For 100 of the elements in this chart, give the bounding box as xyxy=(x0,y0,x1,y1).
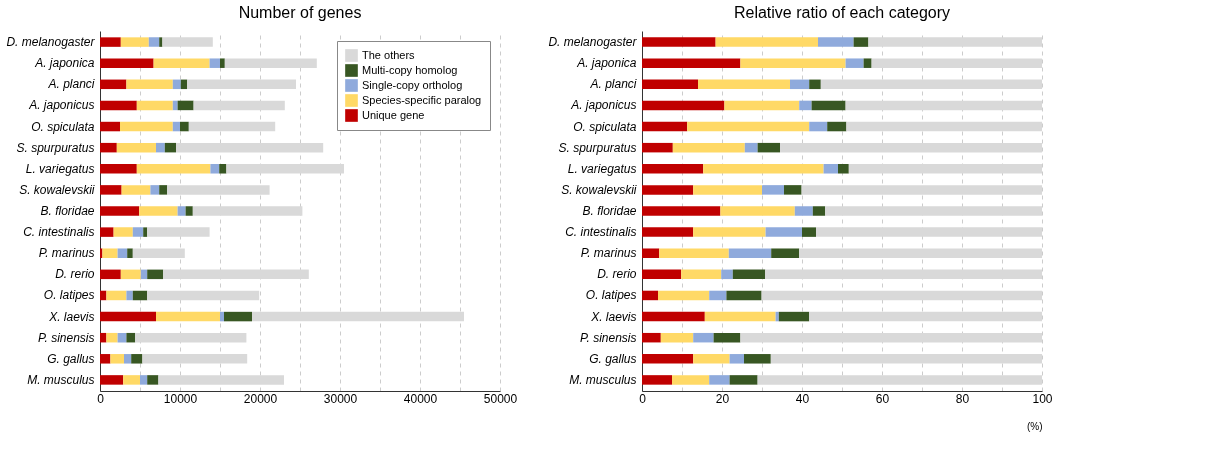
bar xyxy=(809,121,828,132)
bar xyxy=(642,311,705,322)
y-tick-label: L. variegatus xyxy=(25,161,95,176)
y-tick-label: D. melanogaster xyxy=(548,35,638,50)
bar xyxy=(681,269,722,280)
bar xyxy=(106,290,127,301)
bar xyxy=(775,311,779,322)
y-tick-label: O. latipes xyxy=(585,288,637,303)
bar xyxy=(672,375,710,385)
y-tick-label: S. spurpuratus xyxy=(558,140,637,155)
bar xyxy=(185,206,193,216)
bar xyxy=(188,121,276,132)
bar xyxy=(709,375,730,385)
bar xyxy=(720,206,795,216)
bar xyxy=(147,375,159,385)
bar xyxy=(848,164,1042,174)
bar xyxy=(740,332,1042,343)
bar xyxy=(784,185,802,195)
y-tick-label: O. spiculata xyxy=(31,119,95,134)
y-tick-label: D. melanogaster xyxy=(6,35,96,50)
bar xyxy=(642,121,688,132)
bar xyxy=(172,121,180,132)
bar xyxy=(167,185,270,195)
bar xyxy=(120,269,141,280)
bar xyxy=(642,375,672,385)
bar xyxy=(126,332,136,343)
bar xyxy=(180,121,189,132)
bar xyxy=(642,37,716,47)
bar xyxy=(163,269,309,280)
bar xyxy=(100,311,156,322)
legend-label: The others xyxy=(362,48,416,61)
bar xyxy=(224,311,252,322)
bar xyxy=(100,37,121,47)
bar xyxy=(224,58,317,68)
bar xyxy=(693,332,714,343)
bar xyxy=(794,206,813,216)
x-tick-label: 20000 xyxy=(243,391,278,406)
bar xyxy=(226,164,344,174)
bar xyxy=(812,206,826,216)
bar xyxy=(147,290,260,301)
x-tick-label: 50000 xyxy=(483,391,518,406)
bar xyxy=(172,100,178,111)
bar xyxy=(126,290,133,301)
bar xyxy=(642,79,698,90)
y-tick-label: A. japonicus xyxy=(570,98,637,113)
y-tick-label: O. latipes xyxy=(43,288,95,303)
bar xyxy=(704,311,776,322)
bar xyxy=(177,206,186,216)
bar xyxy=(159,37,163,47)
bar xyxy=(823,164,838,174)
bar xyxy=(176,142,324,153)
bar xyxy=(131,354,143,364)
bar xyxy=(693,227,766,237)
bar xyxy=(120,37,149,47)
y-tick-label: A. japonica xyxy=(34,56,95,71)
bar xyxy=(642,164,704,174)
bar xyxy=(827,121,847,132)
bar xyxy=(709,290,727,301)
bar xyxy=(732,269,766,280)
bar xyxy=(846,121,1042,132)
bar xyxy=(210,164,220,174)
bar xyxy=(642,248,660,258)
y-tick-label: X. laevis xyxy=(48,309,95,324)
bar xyxy=(147,269,164,280)
bar xyxy=(744,354,771,364)
y-tick-label: C. intestinalis xyxy=(23,225,95,240)
bar xyxy=(642,185,694,195)
bar xyxy=(147,227,210,237)
bar xyxy=(642,332,661,343)
bar xyxy=(126,79,173,90)
bar xyxy=(100,79,127,90)
x-tick-label: 80 xyxy=(955,391,970,406)
y-tick-label: D. rerio xyxy=(597,267,637,282)
legend-label: Multi-copy homolog xyxy=(362,63,458,76)
bar xyxy=(113,227,133,237)
bar xyxy=(642,100,725,111)
bar xyxy=(148,37,160,47)
chart-title: Relative ratio of each category xyxy=(733,4,951,21)
bar xyxy=(816,227,1042,237)
bar xyxy=(724,100,800,111)
chart-title: Number of genes xyxy=(238,4,362,21)
bar xyxy=(100,206,140,216)
bar xyxy=(642,227,694,237)
bar xyxy=(693,354,730,364)
bar xyxy=(809,79,821,90)
bar xyxy=(771,248,800,258)
y-tick-label: P. sinensis xyxy=(580,330,637,345)
bar xyxy=(132,290,148,301)
bar xyxy=(762,185,784,195)
bar xyxy=(728,248,772,258)
bar xyxy=(799,248,1042,258)
bar xyxy=(765,269,1042,280)
x-tick-label: 0 xyxy=(97,391,105,406)
bar xyxy=(120,121,173,132)
bar xyxy=(135,332,247,343)
bar xyxy=(726,290,762,301)
bar xyxy=(219,164,227,174)
bar xyxy=(192,206,303,216)
bar xyxy=(740,58,846,68)
bar xyxy=(811,100,846,111)
